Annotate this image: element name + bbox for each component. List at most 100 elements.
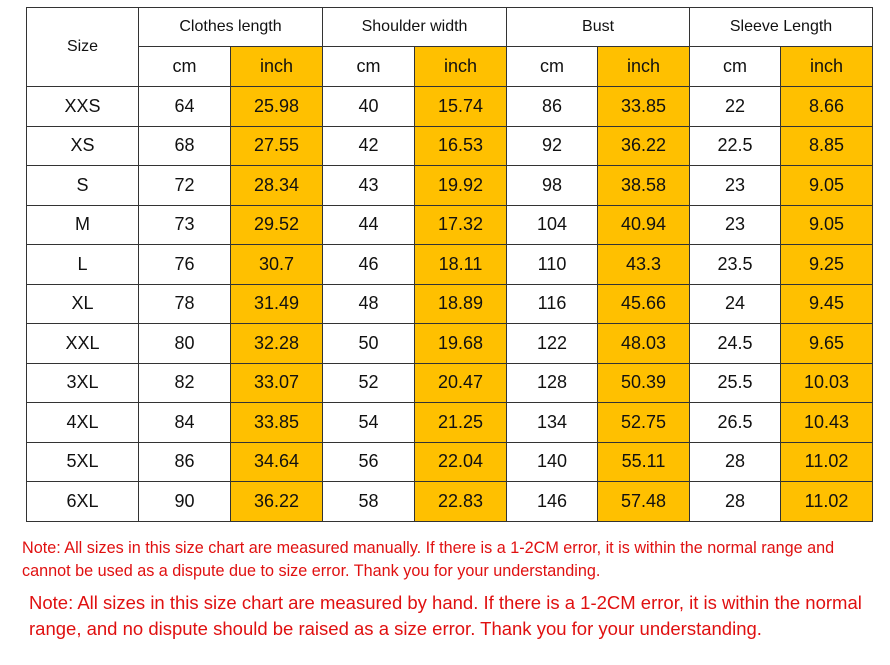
bust-cm-cell: 86 (506, 86, 599, 127)
clothes-length-inch-cell: 29.52 (229, 204, 324, 245)
size-cell: 3XL (26, 362, 139, 403)
shoulder-width-inch-cell: 21.25 (414, 402, 508, 443)
table-row: 4XL 84 33.85 54 21.25 134 52.75 26.5 10.… (26, 402, 874, 443)
bust-cm-cell: 92 (506, 125, 599, 166)
clothes-length-cm-cell: 80 (138, 323, 231, 364)
sleeve-length-inch-cell: 9.25 (780, 244, 874, 285)
shoulder-width-header: Shoulder width (322, 7, 508, 47)
shoulder-width-inch-cell: 19.68 (414, 323, 508, 364)
bust-inch-cell: 52.75 (597, 402, 691, 443)
bust-cm-cell: 128 (506, 362, 599, 403)
table-row: L 76 30.7 46 18.11 110 43.3 23.5 9.25 (26, 244, 874, 285)
clothes-length-cm-cell: 73 (138, 204, 231, 245)
clothes-length-cm-cell: 84 (138, 402, 231, 443)
shoulder-width-inch-cell: 16.53 (414, 125, 508, 166)
bust-inch-cell: 33.85 (597, 86, 691, 127)
bust-inch-cell: 55.11 (597, 441, 691, 482)
sleeve-length-cm-cell: 26.5 (689, 402, 782, 443)
sleeve-length-inch-cell: 9.05 (780, 165, 874, 206)
shoulder-width-inch-cell: 15.74 (414, 86, 508, 127)
size-column-header: Size (26, 7, 139, 87)
clothes-length-cm-cell: 78 (138, 283, 231, 324)
bust-cm-cell: 140 (506, 441, 599, 482)
bust-header: Bust (506, 7, 691, 47)
shoulder-width-cm-cell: 42 (322, 125, 416, 166)
sleeve-length-inch-cell: 9.05 (780, 204, 874, 245)
unit-cm-header: cm (138, 46, 231, 87)
size-cell: XS (26, 125, 139, 166)
size-chart-body: XXS 64 25.98 40 15.74 86 33.85 22 8.66 X… (26, 86, 874, 522)
sleeve-length-inch-cell: 11.02 (780, 441, 874, 482)
clothes-length-inch-cell: 36.22 (229, 481, 324, 522)
size-note-small: Note: All sizes in this size chart are m… (22, 539, 835, 580)
header-row-groups: Size Clothes length Shoulder width Bust … (26, 7, 874, 87)
size-cell: XL (26, 283, 139, 324)
sleeve-length-cm-cell: 22 (689, 86, 782, 127)
clothes-length-cm-cell: 72 (138, 165, 231, 206)
size-note-large: Note: All sizes in this size chart are m… (29, 592, 862, 639)
shoulder-width-cm-cell: 43 (322, 165, 416, 206)
table-row: M 73 29.52 44 17.32 104 40.94 23 9.05 (26, 204, 874, 245)
shoulder-width-inch-cell: 19.92 (414, 165, 508, 206)
table-row: XS 68 27.55 42 16.53 92 36.22 22.5 8.85 (26, 125, 874, 166)
table-row: 6XL 90 36.22 58 22.83 146 57.48 28 11.02 (26, 481, 874, 522)
clothes-length-cm-cell: 82 (138, 362, 231, 403)
sleeve-length-cm-cell: 28 (689, 441, 782, 482)
bust-cm-cell: 146 (506, 481, 599, 522)
clothes-length-inch-cell: 32.28 (229, 323, 324, 364)
clothes-length-inch-cell: 25.98 (229, 86, 324, 127)
clothes-length-inch-cell: 28.34 (229, 165, 324, 206)
shoulder-width-inch-cell: 17.32 (414, 204, 508, 245)
size-cell: M (26, 204, 139, 245)
size-cell: S (26, 165, 139, 206)
bust-cm-cell: 116 (506, 283, 599, 324)
table-row: 5XL 86 34.64 56 22.04 140 55.11 28 11.02 (26, 441, 874, 482)
size-cell: XXL (26, 323, 139, 364)
shoulder-width-inch-cell: 22.83 (414, 481, 508, 522)
size-cell: 4XL (26, 402, 139, 443)
sleeve-length-inch-cell: 11.02 (780, 481, 874, 522)
clothes-length-inch-cell: 30.7 (229, 244, 324, 285)
bust-cm-cell: 98 (506, 165, 599, 206)
table-row: XL 78 31.49 48 18.89 116 45.66 24 9.45 (26, 283, 874, 324)
bust-cm-cell: 122 (506, 323, 599, 364)
table-row: XXS 64 25.98 40 15.74 86 33.85 22 8.66 (26, 86, 874, 127)
unit-inch-header: inch (597, 46, 691, 87)
clothes-length-cm-cell: 90 (138, 481, 231, 522)
sleeve-length-inch-cell: 9.45 (780, 283, 874, 324)
bust-inch-cell: 43.3 (597, 244, 691, 285)
bust-inch-cell: 38.58 (597, 165, 691, 206)
bust-inch-cell: 50.39 (597, 362, 691, 403)
shoulder-width-cm-cell: 56 (322, 441, 416, 482)
size-chart-table: Size Clothes length Shoulder width Bust … (26, 7, 874, 522)
sleeve-length-cm-cell: 24.5 (689, 323, 782, 364)
table-row: XXL 80 32.28 50 19.68 122 48.03 24.5 9.6… (26, 323, 874, 364)
shoulder-width-cm-cell: 52 (322, 362, 416, 403)
sleeve-length-inch-cell: 8.85 (780, 125, 874, 166)
shoulder-width-cm-cell: 50 (322, 323, 416, 364)
shoulder-width-cm-cell: 58 (322, 481, 416, 522)
unit-cm-header: cm (322, 46, 416, 87)
clothes-length-cm-cell: 68 (138, 125, 231, 166)
bust-inch-cell: 48.03 (597, 323, 691, 364)
sleeve-length-cm-cell: 24 (689, 283, 782, 324)
unit-cm-header: cm (506, 46, 599, 87)
unit-inch-header: inch (780, 46, 874, 87)
sleeve-length-cm-cell: 23 (689, 204, 782, 245)
sleeve-length-cm-cell: 25.5 (689, 362, 782, 403)
shoulder-width-cm-cell: 44 (322, 204, 416, 245)
table-row: S 72 28.34 43 19.92 98 38.58 23 9.05 (26, 165, 874, 206)
shoulder-width-inch-cell: 20.47 (414, 362, 508, 403)
bust-cm-cell: 104 (506, 204, 599, 245)
bust-inch-cell: 57.48 (597, 481, 691, 522)
shoulder-width-inch-cell: 22.04 (414, 441, 508, 482)
bust-inch-cell: 45.66 (597, 283, 691, 324)
clothes-length-inch-cell: 27.55 (229, 125, 324, 166)
sleeve-length-inch-cell: 9.65 (780, 323, 874, 364)
size-cell: 5XL (26, 441, 139, 482)
size-cell: XXS (26, 86, 139, 127)
bust-inch-cell: 40.94 (597, 204, 691, 245)
sleeve-length-cm-cell: 23.5 (689, 244, 782, 285)
clothes-length-inch-cell: 31.49 (229, 283, 324, 324)
shoulder-width-inch-cell: 18.89 (414, 283, 508, 324)
